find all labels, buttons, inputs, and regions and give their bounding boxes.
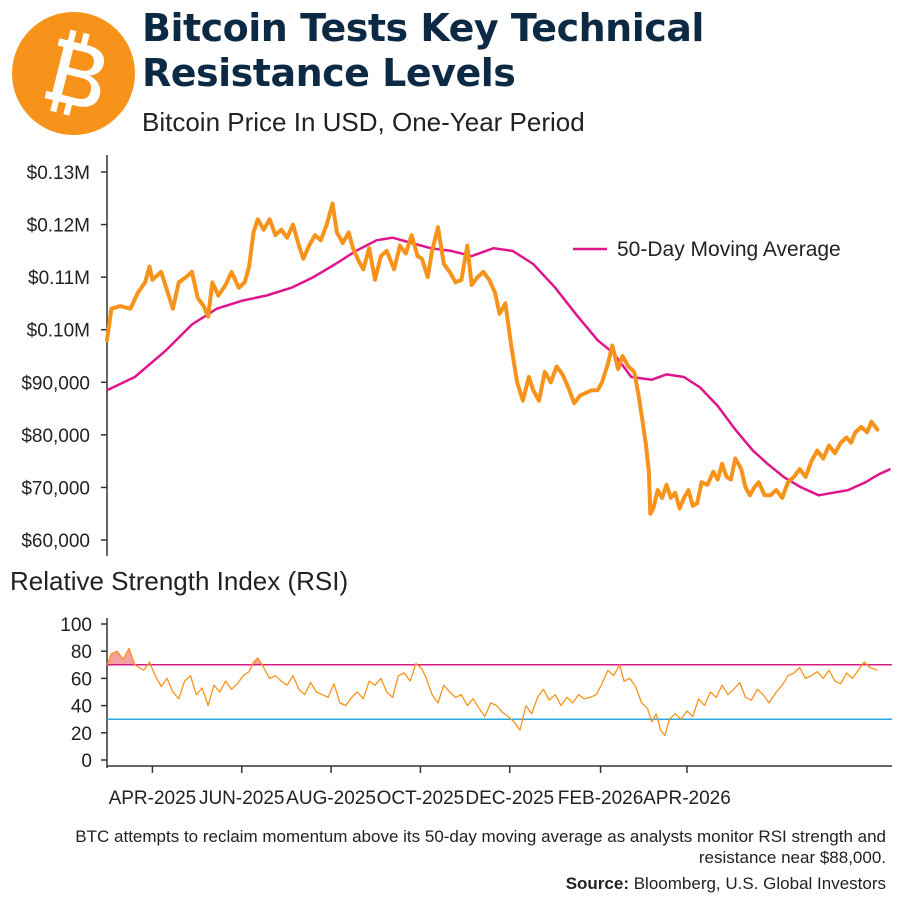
price-y-tick-label: $90,000 — [21, 373, 90, 394]
bitcoin-logo-icon — [12, 12, 135, 135]
rsi-y-tick-label: 0 — [81, 751, 92, 772]
rsi-y-tick-label: 80 — [71, 642, 92, 663]
x-tick-label: AUG-2025 — [286, 788, 376, 809]
x-tick-label: APR-2026 — [643, 788, 731, 809]
price-y-tick-label: $0.12M — [27, 216, 90, 237]
rsi-line — [106, 647, 878, 737]
source-label: Source: — [565, 874, 629, 893]
x-tick-label: DEC-2025 — [465, 788, 554, 809]
rsi-y-tick-label: 20 — [71, 724, 92, 745]
rsi-chart: 0 20 40 60 80 100 APR-2025 JUN-2025 AUG-2025 OCT-… — [60, 615, 892, 809]
legend-label: 50-Day Moving Average — [617, 238, 841, 261]
moving-average-line — [106, 236, 892, 497]
chart-caption: BTC attempts to reclaim momentum above i… — [75, 827, 886, 867]
price-y-tick-label: $80,000 — [21, 426, 90, 447]
price-chart: $60,000 $70,000 $80,000 $90,000 $0.10M $0.11M… — [21, 155, 892, 556]
price-y-tick-label: $60,000 — [21, 531, 90, 552]
title-line-2: Resistance Levels — [142, 51, 516, 95]
x-tick-label: APR-2025 — [109, 788, 197, 809]
price-y-tick-label: $0.10M — [27, 321, 90, 342]
rsi-y-tick-label: 60 — [71, 669, 92, 690]
chart-subtitle: Bitcoin Price In USD, One-Year Period — [142, 107, 585, 137]
rsi-y-tick-label: 100 — [60, 615, 92, 636]
price-y-tick-label: $70,000 — [21, 478, 90, 499]
x-tick-label: JUN-2025 — [199, 788, 285, 809]
overbought-fill — [252, 658, 263, 665]
chart-title: Bitcoin Tests Key Technical Resistance L… — [142, 6, 842, 96]
source-text: Bloomberg, U.S. Global Investors — [633, 874, 886, 893]
price-line — [105, 201, 880, 516]
title-line-1: Bitcoin Tests Key Technical — [142, 6, 704, 50]
x-tick-label: OCT-2025 — [377, 788, 465, 809]
price-y-tick-label: $0.13M — [27, 163, 90, 184]
x-tick-label: FEB-2026 — [558, 788, 644, 809]
rsi-y-tick-label: 40 — [71, 697, 92, 718]
price-y-tick-label: $0.11M — [28, 268, 90, 289]
rsi-panel-title: Relative Strength Index (RSI) — [10, 566, 349, 596]
source-note: Source: Bloomberg, U.S. Global Investors — [566, 874, 886, 894]
